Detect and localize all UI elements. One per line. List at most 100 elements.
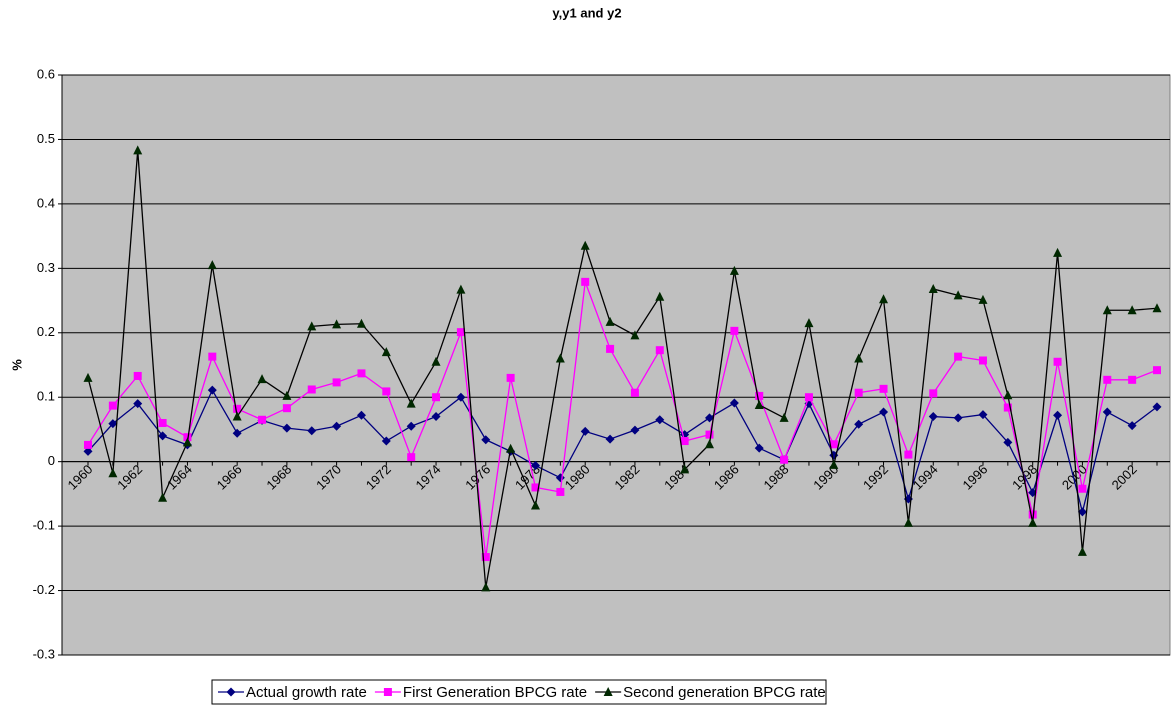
data-point bbox=[481, 553, 490, 562]
y-axis-label: % bbox=[9, 359, 24, 371]
data-point bbox=[928, 283, 938, 293]
legend-label: Actual growth rate bbox=[246, 684, 367, 701]
data-point bbox=[829, 459, 839, 469]
data-point bbox=[258, 415, 267, 424]
y-tick-label: 0.1 bbox=[37, 389, 55, 404]
data-point bbox=[133, 399, 143, 409]
data-point bbox=[903, 517, 913, 527]
data-point bbox=[680, 464, 690, 474]
data-point bbox=[1077, 546, 1087, 556]
data-point bbox=[854, 353, 864, 363]
data-point bbox=[605, 316, 615, 326]
data-point bbox=[829, 440, 838, 449]
data-point bbox=[233, 404, 242, 413]
series-line bbox=[87, 281, 1158, 558]
data-point bbox=[779, 412, 789, 422]
y-tick-label: -0.2 bbox=[33, 582, 55, 597]
data-point bbox=[83, 446, 93, 456]
data-point bbox=[133, 371, 142, 380]
data-point bbox=[382, 387, 391, 396]
y-tick-label: -0.1 bbox=[33, 518, 55, 533]
data-point bbox=[108, 468, 118, 478]
data-point bbox=[1078, 484, 1087, 493]
data-point bbox=[282, 404, 291, 413]
data-point bbox=[1028, 517, 1038, 527]
data-point bbox=[1077, 507, 1087, 517]
data-point bbox=[729, 398, 739, 408]
data-point bbox=[680, 437, 689, 446]
data-point bbox=[804, 393, 813, 402]
data-point bbox=[978, 410, 988, 420]
data-point bbox=[257, 374, 267, 384]
data-point bbox=[1152, 303, 1162, 313]
data-point bbox=[581, 277, 590, 286]
data-point bbox=[431, 356, 441, 366]
data-point bbox=[407, 453, 416, 462]
data-point bbox=[879, 384, 888, 393]
data-point bbox=[158, 492, 168, 502]
data-point bbox=[332, 421, 342, 431]
data-point bbox=[929, 389, 938, 398]
data-point bbox=[431, 412, 441, 422]
data-point bbox=[655, 415, 665, 425]
data-point bbox=[530, 500, 540, 510]
data-point bbox=[456, 328, 465, 337]
y-tick-label: 0.4 bbox=[37, 195, 55, 210]
data-point bbox=[282, 423, 292, 433]
legend-label: Second generation BPCG rate bbox=[623, 684, 826, 701]
series-line bbox=[87, 150, 1158, 588]
data-point bbox=[232, 411, 242, 421]
data-point bbox=[978, 356, 987, 365]
data-point bbox=[630, 330, 640, 340]
series-line bbox=[87, 388, 1158, 513]
y-tick-label: 0 bbox=[48, 453, 55, 468]
legend-box bbox=[211, 679, 827, 705]
data-point bbox=[531, 483, 540, 492]
data-point bbox=[754, 443, 764, 453]
data-point bbox=[307, 385, 316, 394]
data-point bbox=[530, 461, 540, 471]
data-point bbox=[854, 419, 864, 429]
data-point bbox=[282, 390, 292, 400]
data-point bbox=[84, 440, 92, 449]
y-tick-label: 0.6 bbox=[37, 66, 55, 81]
data-point bbox=[506, 373, 515, 382]
data-point bbox=[357, 369, 366, 378]
data-point bbox=[1128, 375, 1137, 384]
data-point bbox=[108, 401, 117, 410]
data-point bbox=[1003, 403, 1012, 412]
data-point bbox=[754, 399, 764, 409]
data-point bbox=[1003, 437, 1013, 447]
data-point bbox=[207, 385, 217, 395]
data-point bbox=[730, 326, 739, 335]
data-point bbox=[1102, 407, 1112, 417]
y-tick-label: 0.3 bbox=[37, 260, 55, 275]
data-point bbox=[555, 353, 565, 363]
data-point bbox=[183, 433, 192, 442]
data-point bbox=[630, 388, 639, 397]
y-tick-label: -0.3 bbox=[33, 646, 55, 661]
data-point bbox=[406, 421, 416, 431]
data-point bbox=[1127, 421, 1137, 431]
data-point bbox=[456, 284, 466, 294]
chart-title: y,y1 and y2 bbox=[552, 5, 621, 20]
data-point bbox=[356, 318, 366, 328]
data-point bbox=[978, 294, 988, 304]
data-point bbox=[481, 435, 491, 445]
data-point bbox=[1028, 510, 1037, 519]
legend: Actual growth rate First Generation BPCG … bbox=[211, 679, 827, 705]
data-point bbox=[954, 352, 963, 361]
data-point bbox=[1053, 410, 1063, 420]
data-point bbox=[953, 413, 963, 423]
data-point bbox=[381, 347, 391, 357]
data-point bbox=[780, 455, 789, 464]
data-point bbox=[580, 240, 590, 250]
data-point bbox=[879, 407, 889, 417]
legend-marker bbox=[603, 687, 613, 696]
data-point bbox=[854, 388, 863, 397]
data-point bbox=[1103, 375, 1112, 384]
legend-marker bbox=[226, 687, 236, 697]
data-point bbox=[606, 344, 615, 353]
data-point bbox=[158, 419, 167, 427]
